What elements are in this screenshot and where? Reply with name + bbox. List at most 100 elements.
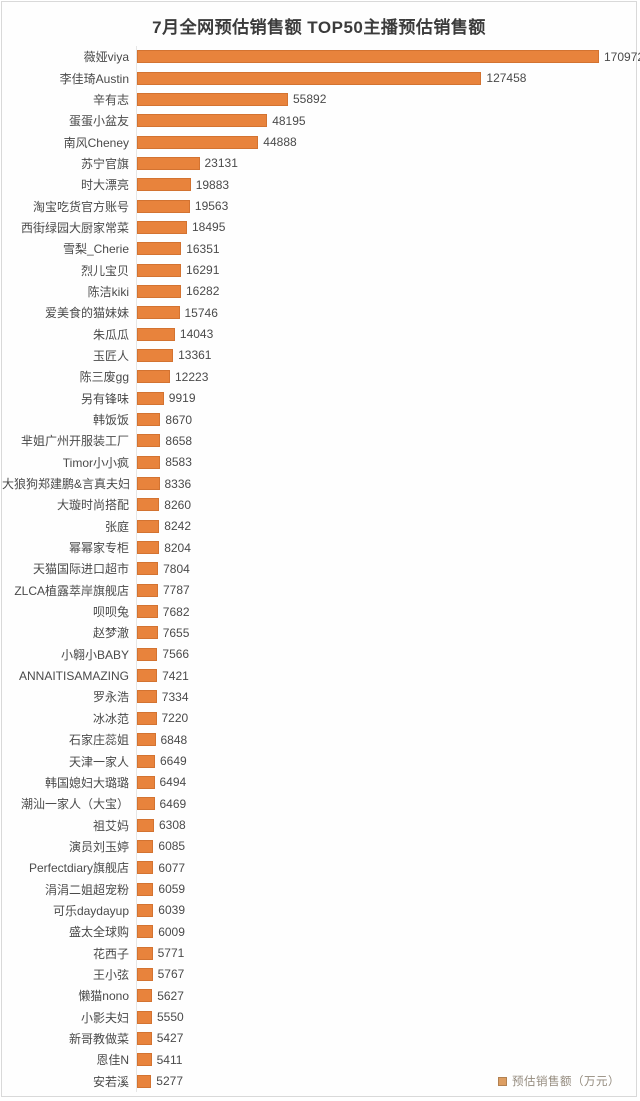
value-bar — [137, 1074, 152, 1088]
bar-row: 芈姐广州开服装工厂 8658 — [2, 430, 636, 452]
streamer-label: 陈三废gg — [79, 370, 129, 385]
bar-track: 55892 — [136, 88, 636, 111]
bar-track: 8260 — [136, 494, 636, 516]
streamer-label: 烈儿宝贝 — [80, 263, 129, 278]
value-label: 12223 — [175, 369, 209, 384]
value-bar — [137, 1010, 152, 1024]
bar-row: 大璇时尚搭配 8260 — [2, 494, 636, 516]
bar-track: 6039 — [136, 899, 636, 922]
bar-track: 7566 — [136, 643, 636, 665]
bar-row: 懒猫nono 5627 — [2, 985, 636, 1007]
bar-row: 张庭 8242 — [2, 515, 636, 537]
value-bar — [137, 861, 154, 875]
value-bar — [137, 839, 154, 853]
streamer-label: 大璇时尚搭配 — [56, 498, 129, 513]
bar-row: 天猫国际进口超市 7804 — [2, 558, 636, 580]
bar-track: 19563 — [136, 195, 636, 217]
value-bar — [137, 498, 160, 512]
value-label: 16351 — [186, 241, 220, 256]
bar-row: 西街绿园大厨家常菜 18495 — [2, 216, 636, 239]
streamer-label: Timor小小疯 — [62, 455, 129, 470]
bar-track: 16291 — [136, 259, 636, 281]
bar-row: 幂幂家专柜 8204 — [2, 536, 636, 559]
value-bar — [137, 370, 170, 384]
bar-track: 48195 — [136, 110, 636, 132]
bar-track: 5767 — [136, 963, 636, 986]
value-bar — [137, 327, 175, 341]
value-label: 5771 — [157, 946, 185, 961]
value-bar — [137, 199, 190, 213]
value-bar — [137, 519, 160, 533]
bar-track: 7220 — [136, 707, 636, 729]
streamer-label: ZLCA植露萃岸旗舰店 — [14, 583, 129, 598]
value-bar — [137, 775, 155, 789]
value-bar — [137, 455, 161, 469]
value-label: 7787 — [163, 583, 190, 598]
value-bar — [137, 50, 599, 64]
value-label: 8658 — [165, 433, 193, 448]
bar-row: 涓涓二姐超宠粉 6059 — [2, 878, 636, 900]
value-label: 9919 — [168, 391, 196, 406]
value-bar — [137, 818, 154, 832]
bar-row: 新哥教做菜 5427 — [2, 1027, 636, 1050]
value-label: 16291 — [186, 263, 220, 278]
bar-row: 南风Cheney 44888 — [2, 131, 636, 153]
bar-track: 8658 — [136, 430, 636, 452]
streamer-label: 张庭 — [104, 519, 129, 534]
value-label: 5767 — [157, 967, 185, 982]
streamer-label: 薇娅viya — [83, 50, 129, 65]
value-bar — [137, 1053, 152, 1067]
value-label: 18495 — [192, 220, 226, 235]
bar-row: 恩佳N 5411 — [2, 1049, 636, 1071]
value-bar — [137, 989, 153, 1003]
value-label: 127458 — [486, 71, 527, 86]
bar-row: 盛太全球购 6009 — [2, 921, 636, 943]
bar-row: 玉匠人 13361 — [2, 344, 636, 367]
bar-track: 6059 — [136, 878, 636, 900]
streamer-label: 李佳琦Austin — [59, 71, 129, 86]
bar-row: 小影夫妇 5550 — [2, 1006, 636, 1028]
streamer-label: 朱瓜瓜 — [92, 327, 129, 342]
bar-row: 辛有志 55892 — [2, 88, 636, 111]
bar-track: 18495 — [136, 216, 636, 239]
bar-row: 朱瓜瓜 14043 — [2, 323, 636, 345]
streamer-label: 小翱小BABY — [60, 647, 129, 662]
value-bar — [137, 92, 288, 106]
value-label: 8260 — [164, 497, 191, 512]
bar-row: 石家庄蕊姐 6848 — [2, 729, 636, 751]
value-label: 5427 — [156, 1031, 184, 1046]
streamer-label: 南风Cheney — [63, 135, 129, 150]
bar-track: 7682 — [136, 600, 636, 623]
bar-track: 14043 — [136, 323, 636, 345]
bar-row: ANNAITISAMAZING 7421 — [2, 664, 636, 687]
legend-label: 预估销售额（万元） — [512, 1076, 620, 1088]
streamer-label: 玉匠人 — [92, 348, 129, 363]
value-label: 5627 — [157, 988, 184, 1003]
bar-row: 赵梦澈 7655 — [2, 622, 636, 644]
value-bar — [137, 114, 268, 128]
value-bar — [137, 220, 187, 234]
streamer-label: 淘宝吃货官方账号 — [32, 199, 129, 214]
value-label: 8583 — [165, 455, 192, 470]
value-bar — [137, 71, 482, 85]
streamer-label: 小影夫妇 — [80, 1010, 129, 1025]
streamer-label: 天津一家人 — [68, 754, 129, 769]
value-bar — [137, 178, 191, 192]
value-label: 8204 — [164, 540, 191, 555]
chart-title: 7月全网预估销售额 TOP50主播预估销售额 — [152, 18, 486, 37]
value-bar — [137, 135, 259, 149]
legend-swatch-icon — [498, 1076, 507, 1086]
bar-row: 可乐daydayup 6039 — [2, 899, 636, 922]
streamer-label: 时大漂亮 — [80, 178, 129, 193]
value-label: 7682 — [162, 604, 190, 619]
bar-row: ZLCA植露萃岸旗舰店 7787 — [2, 579, 636, 601]
streamer-label: 冰冰范 — [92, 711, 129, 726]
value-label: 7655 — [162, 625, 190, 640]
value-bar — [137, 391, 164, 405]
streamer-label: 西街绿园大厨家常菜 — [20, 220, 129, 235]
bar-row: 小翱小BABY 7566 — [2, 643, 636, 665]
bar-row: 爱美食的猫妹妹 15746 — [2, 302, 636, 324]
value-bar — [137, 733, 156, 747]
value-label: 6077 — [158, 860, 186, 875]
